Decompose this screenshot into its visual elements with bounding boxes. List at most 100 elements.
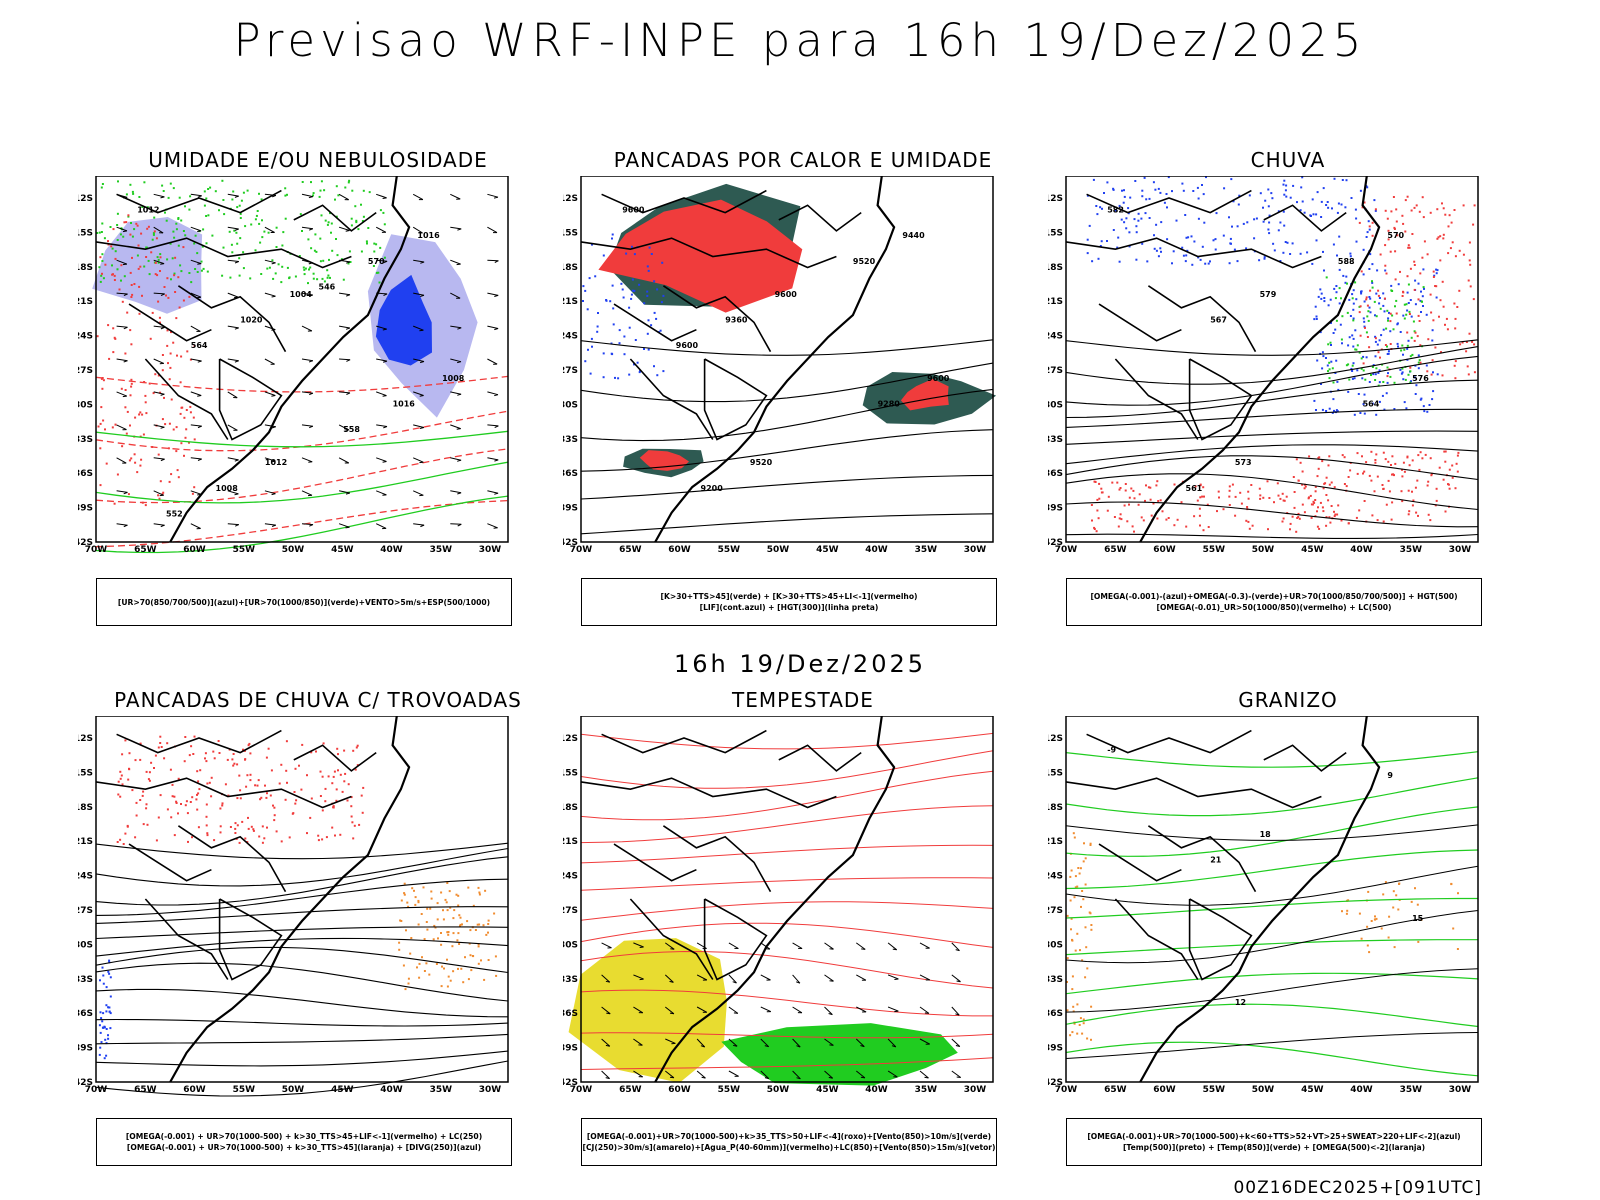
- speckle-dot: [1086, 238, 1089, 241]
- speckle-dot: [1387, 319, 1389, 322]
- speckle-dot: [423, 938, 426, 941]
- speckle-dot: [1345, 912, 1348, 915]
- speckle-dot: [1325, 524, 1328, 527]
- wind-vector: [413, 325, 424, 331]
- speckle-dot: [141, 413, 144, 416]
- speckle-dot: [1435, 285, 1438, 288]
- speckle-dot: [193, 344, 196, 347]
- speckle-dot: [183, 454, 185, 457]
- speckle-dot: [1457, 451, 1460, 454]
- speckle-dot: [1402, 222, 1405, 225]
- speckle-dot: [1180, 501, 1183, 504]
- speckle-dot: [1214, 248, 1217, 251]
- speckle-dot: [1321, 506, 1324, 509]
- speckle-dot: [205, 242, 208, 245]
- speckle-dot: [1407, 513, 1410, 516]
- speckle-dot: [1353, 377, 1356, 380]
- temperature-500: [1065, 824, 1479, 841]
- speckle-dot: [1417, 367, 1420, 370]
- speckle-dot: [361, 811, 364, 814]
- speckle-dot: [1149, 486, 1152, 489]
- speckle-dot: [1413, 339, 1416, 342]
- speckle-dot: [1281, 492, 1284, 495]
- wind-vector-head: [494, 492, 499, 495]
- speckle-dot: [97, 425, 100, 428]
- speckle-dot: [207, 188, 210, 190]
- speckle-dot: [1468, 332, 1471, 335]
- wind-vector: [760, 1006, 772, 1013]
- speckle-dot: [109, 226, 112, 228]
- speckle-dot: [1408, 310, 1411, 313]
- speckle-dot: [1301, 483, 1304, 486]
- wind-vector: [855, 1070, 866, 1079]
- speckle-dot: [1137, 219, 1140, 222]
- streamline-850: [580, 844, 994, 864]
- wind-vector-head: [456, 263, 461, 266]
- temperature-850: [1065, 849, 1479, 890]
- lat-tick-label: 33S: [563, 975, 578, 985]
- speckle-dot: [196, 808, 199, 811]
- speckle-dot: [234, 822, 237, 825]
- speckle-dot: [1423, 287, 1425, 290]
- wind-vector: [633, 942, 644, 948]
- speckle-dot: [191, 836, 193, 839]
- speckle-dot: [1401, 468, 1403, 471]
- contour-label: 1016: [393, 400, 416, 409]
- speckle-dot: [1422, 268, 1425, 271]
- speckle-dot: [187, 840, 189, 843]
- speckle-dot: [1413, 264, 1416, 266]
- speckle-dot: [1423, 240, 1426, 243]
- speckle-dot: [1185, 525, 1188, 528]
- speckle-dot: [417, 923, 420, 926]
- speckle-dot: [350, 805, 353, 808]
- speckle-dot: [224, 783, 227, 786]
- wind-vector-head: [493, 196, 499, 199]
- speckle-dot: [1354, 281, 1357, 284]
- wind-vector-head: [160, 458, 165, 462]
- map-frame: [580, 176, 994, 543]
- speckle-dot: [141, 294, 143, 297]
- speckle-dot: [1084, 926, 1087, 929]
- speckle-dot: [165, 294, 167, 297]
- speckle-dot: [1314, 499, 1317, 501]
- wind-vector: [696, 1038, 706, 1048]
- speckle-dot: [336, 747, 339, 750]
- speckle-dot: [1283, 499, 1286, 502]
- speckle-dot: [1418, 320, 1421, 322]
- wind-vector: [887, 942, 898, 951]
- speckle-dot: [1403, 303, 1406, 306]
- speckle-dot: [1298, 517, 1301, 520]
- speckle-dot: [1427, 480, 1430, 483]
- speckle-dot: [362, 215, 365, 218]
- speckle-dot: [157, 494, 160, 497]
- speckle-dot: [1421, 256, 1424, 259]
- speckle-dot: [1135, 258, 1138, 261]
- speckle-dot: [1121, 189, 1123, 192]
- speckle-dot: [440, 932, 442, 934]
- speckle-dot: [1406, 275, 1409, 278]
- speckle-dot: [1329, 521, 1332, 524]
- speckle-dot: [1349, 469, 1352, 472]
- speckle-dot: [101, 253, 104, 256]
- speckle-dot: [630, 297, 633, 300]
- speckle-dot: [1374, 209, 1377, 212]
- speckle-dot: [1402, 291, 1405, 294]
- wind-vector-head: [494, 425, 499, 428]
- geographic-lines: [1065, 176, 1381, 543]
- speckle-dot: [1080, 905, 1082, 908]
- geopotential-300: [580, 339, 994, 356]
- speckle-dot: [213, 839, 216, 842]
- wind-vector: [855, 1038, 865, 1047]
- speckle-dot: [113, 502, 116, 505]
- contour-label: 9: [1387, 771, 1393, 780]
- lon-tick-label: 50W: [282, 1085, 305, 1095]
- speckle-dot: [1299, 252, 1302, 255]
- speckle-dot: [175, 228, 178, 231]
- speckle-dot: [218, 752, 221, 754]
- speckle-dot: [139, 411, 142, 414]
- speckle-dot: [1419, 272, 1422, 275]
- speckle-dot: [590, 337, 593, 340]
- wind-vector: [760, 1038, 770, 1048]
- speckle-dot: [1304, 485, 1307, 488]
- geographic-lines: [580, 716, 896, 1083]
